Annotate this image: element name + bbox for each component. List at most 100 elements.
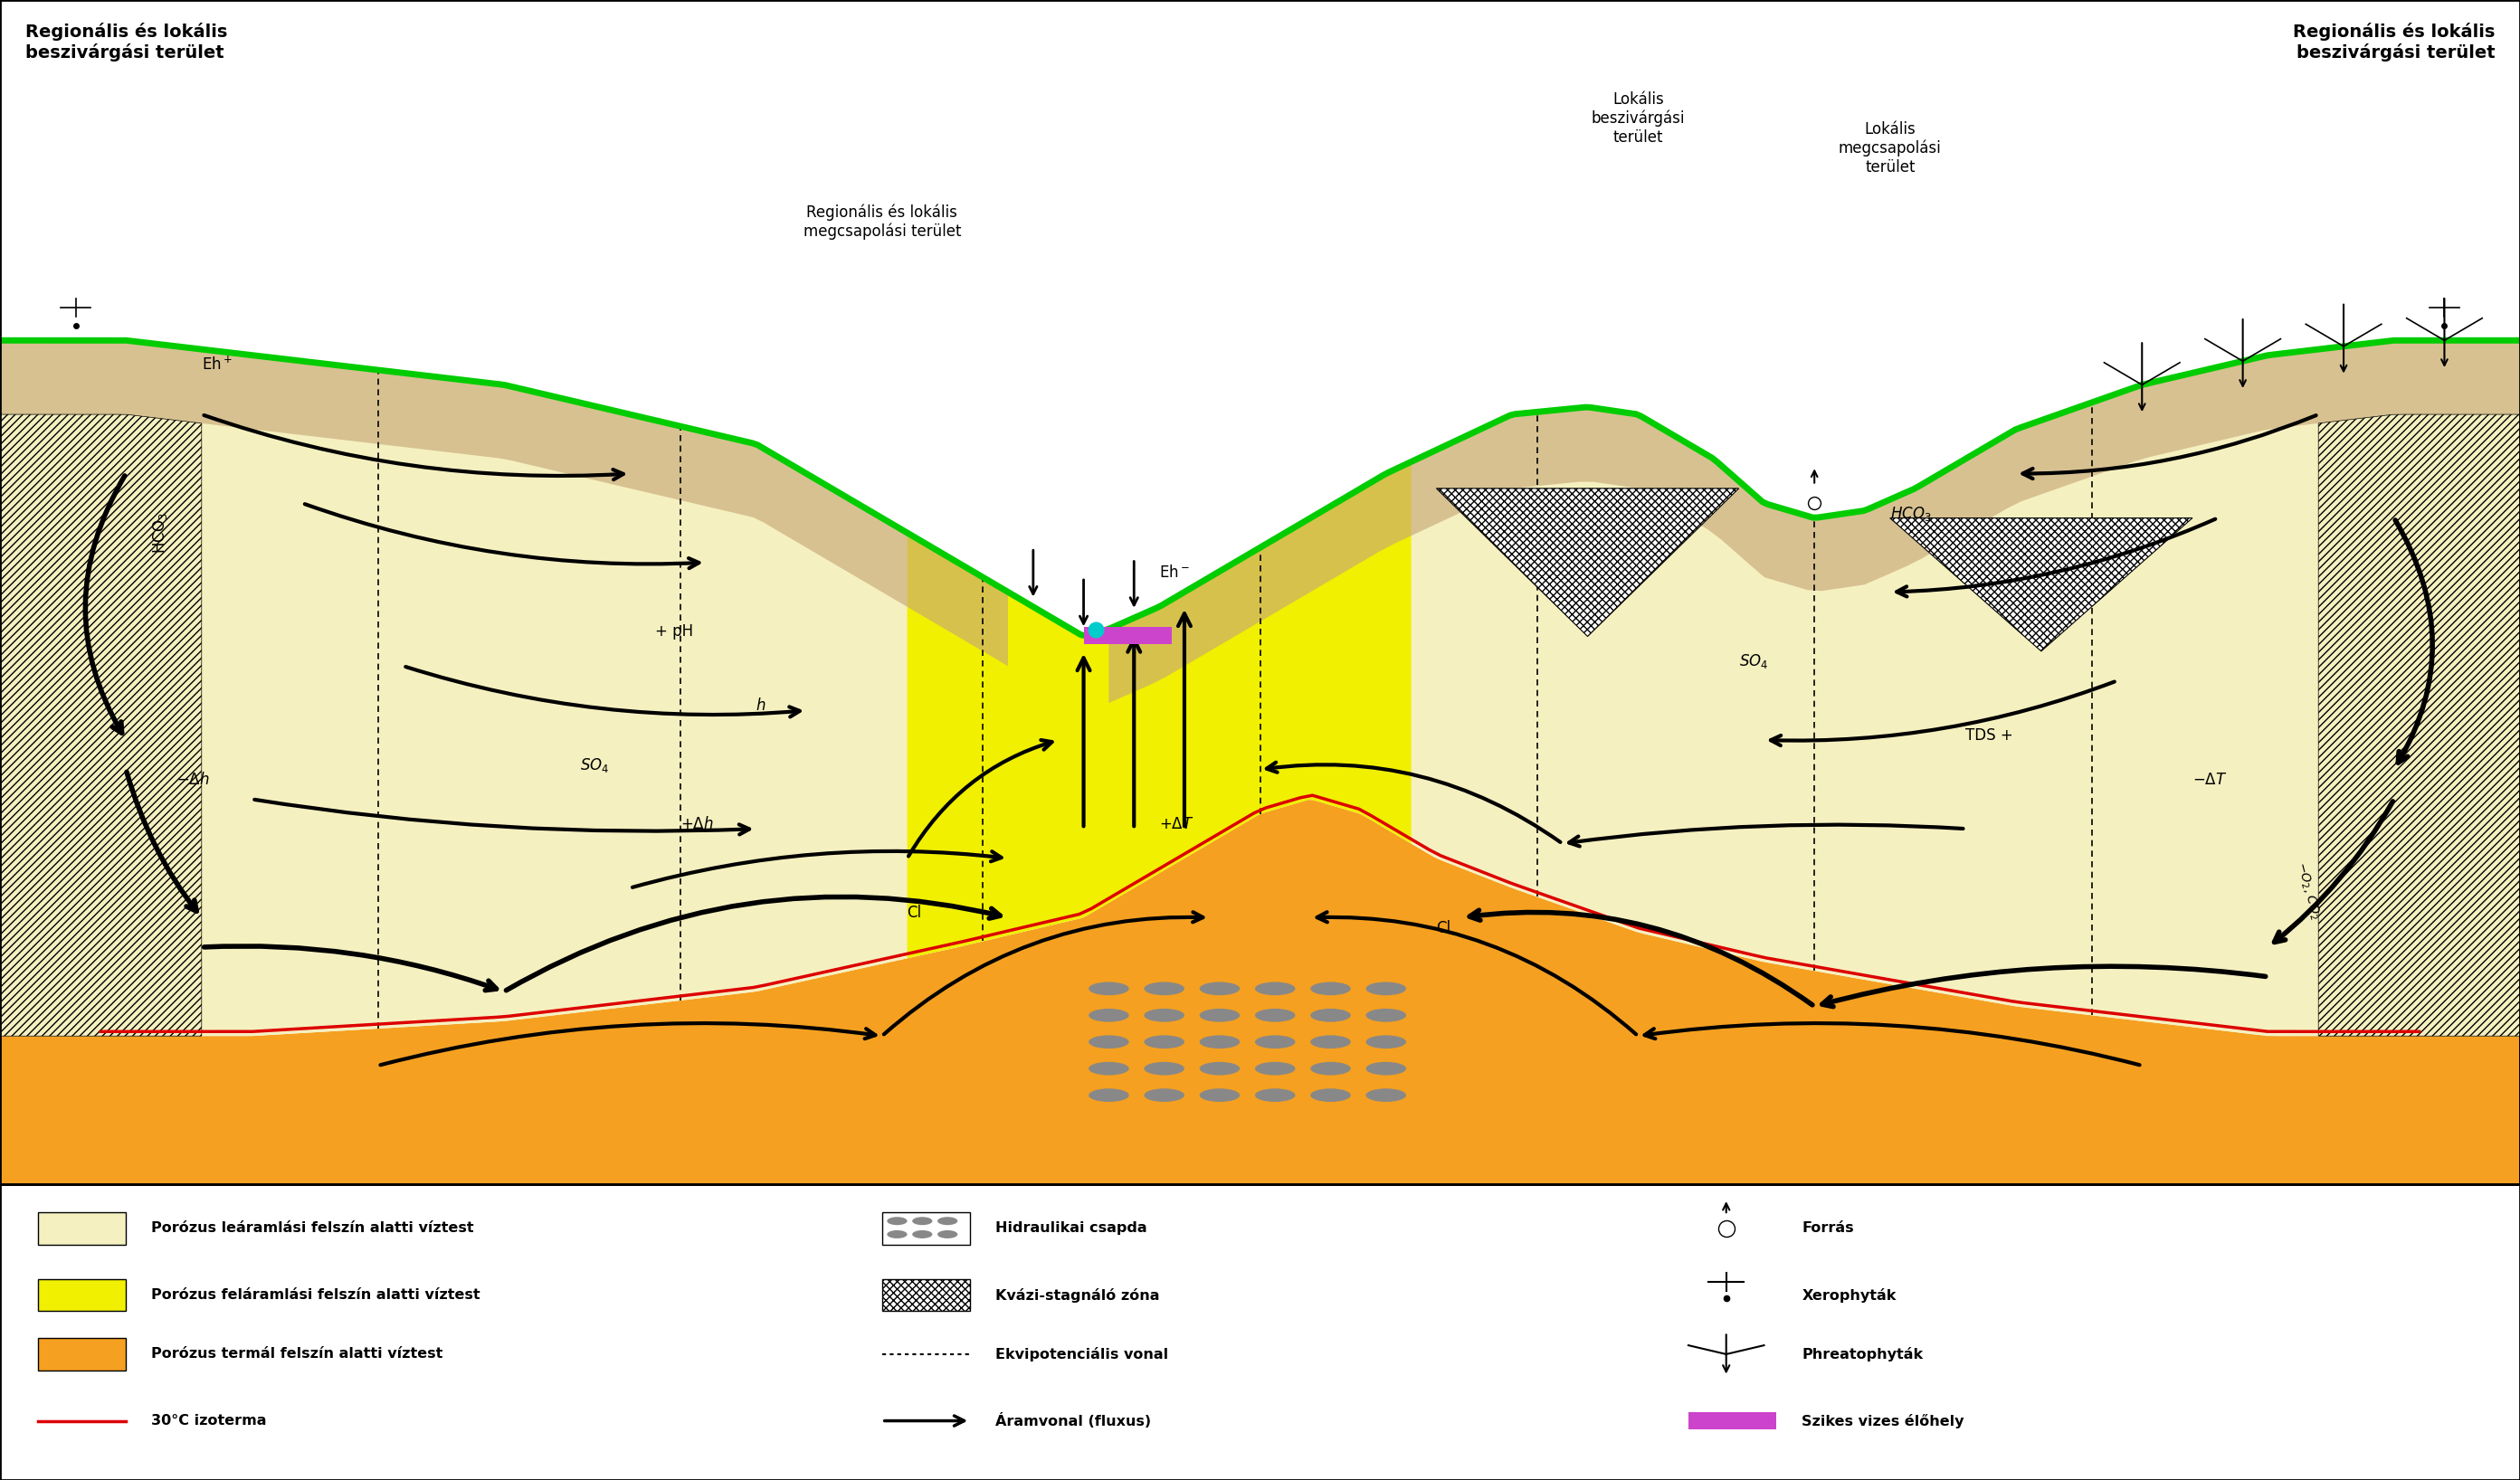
Polygon shape [0, 799, 2520, 1184]
Ellipse shape [1366, 1063, 1406, 1074]
FancyArrowPatch shape [1898, 519, 2215, 596]
Ellipse shape [1366, 983, 1406, 995]
FancyArrowPatch shape [1772, 682, 2114, 746]
Bar [1084, 628, 1172, 645]
FancyArrowPatch shape [633, 851, 1000, 888]
FancyArrowPatch shape [2397, 519, 2432, 762]
Text: $-\Delta T$: $-\Delta T$ [2192, 771, 2228, 787]
Ellipse shape [1255, 1036, 1295, 1048]
Ellipse shape [1089, 1009, 1129, 1023]
Ellipse shape [1089, 1063, 1129, 1074]
Text: Phreatophyták: Phreatophyták [1802, 1347, 1923, 1362]
Text: Lokális
beszivárgási
terület: Lokális beszivárgási terület [1590, 92, 1686, 145]
Text: Kvázi-stagnáló zóna: Kvázi-stagnáló zóna [995, 1288, 1159, 1302]
Polygon shape [0, 414, 202, 1184]
Text: Xerophyták: Xerophyták [1802, 1288, 1895, 1302]
Text: $+\Delta h$: $+\Delta h$ [680, 815, 713, 832]
Text: $-O_2$, $CO_2$: $-O_2$, $CO_2$ [2293, 860, 2323, 922]
Ellipse shape [937, 1230, 958, 1239]
Text: Eh$^-$: Eh$^-$ [1159, 564, 1189, 580]
Text: Áramvonal (fluxus): Áramvonal (fluxus) [995, 1413, 1152, 1428]
Ellipse shape [1089, 1036, 1129, 1048]
FancyArrowPatch shape [1318, 912, 1635, 1035]
Text: HCO$_3$: HCO$_3$ [151, 512, 169, 554]
Ellipse shape [1310, 1009, 1351, 1023]
Text: Forrás: Forrás [1802, 1221, 1855, 1236]
Ellipse shape [887, 1230, 907, 1239]
Ellipse shape [1255, 1063, 1295, 1074]
Bar [38, 1338, 126, 1370]
Ellipse shape [912, 1230, 932, 1239]
Text: Porózus feláramlási felszín alatti víztest: Porózus feláramlási felszín alatti vízte… [151, 1288, 481, 1302]
Ellipse shape [1144, 1063, 1184, 1074]
Text: Porózus termál felszín alatti víztest: Porózus termál felszín alatti víztest [151, 1347, 444, 1362]
Bar [38, 1279, 126, 1311]
Polygon shape [1109, 340, 2520, 703]
Text: + pH: + pH [655, 623, 693, 639]
Text: TDS +: TDS + [1966, 727, 2013, 743]
Polygon shape [1436, 488, 1739, 636]
Ellipse shape [1200, 1036, 1240, 1048]
FancyArrowPatch shape [2276, 801, 2394, 943]
Bar [882, 1212, 970, 1245]
Ellipse shape [912, 1217, 932, 1225]
Bar [0, 0, 2520, 1184]
FancyArrowPatch shape [1646, 1023, 2139, 1066]
Text: Hidraulikai csapda: Hidraulikai csapda [995, 1221, 1147, 1236]
Polygon shape [1386, 340, 2520, 1036]
FancyArrowPatch shape [2024, 416, 2316, 478]
Text: Szikes vizes élőhely: Szikes vizes élőhely [1802, 1413, 1963, 1428]
FancyArrowPatch shape [204, 416, 622, 480]
Polygon shape [0, 340, 1084, 1036]
Ellipse shape [1200, 1089, 1240, 1101]
Bar [38, 1212, 126, 1245]
FancyArrowPatch shape [885, 912, 1202, 1035]
Ellipse shape [1366, 1009, 1406, 1023]
Ellipse shape [1144, 1089, 1184, 1101]
Text: h: h [756, 697, 766, 713]
Text: 30°C izoterma: 30°C izoterma [151, 1413, 267, 1428]
Ellipse shape [1366, 1089, 1406, 1101]
FancyArrowPatch shape [910, 740, 1051, 857]
Ellipse shape [1366, 1036, 1406, 1048]
FancyArrowPatch shape [381, 1023, 874, 1066]
Text: Regionális és lokális
megcsapolási terület: Regionális és lokális megcsapolási terül… [804, 204, 960, 240]
FancyArrowPatch shape [305, 505, 698, 568]
Text: Porózus leáramlási felszín alatti víztest: Porózus leáramlási felszín alatti víztes… [151, 1221, 474, 1236]
Bar [1688, 1412, 1777, 1430]
Ellipse shape [1310, 1063, 1351, 1074]
Ellipse shape [1089, 983, 1129, 995]
FancyArrowPatch shape [126, 773, 197, 912]
Text: Ekvipotenciális vonal: Ekvipotenciális vonal [995, 1347, 1169, 1362]
Ellipse shape [1255, 983, 1295, 995]
Text: Cl: Cl [907, 904, 922, 921]
Polygon shape [2318, 414, 2520, 1184]
Polygon shape [1890, 518, 2192, 651]
FancyArrowPatch shape [406, 667, 799, 716]
FancyArrowPatch shape [1822, 966, 2265, 1006]
FancyArrowPatch shape [204, 946, 496, 990]
Ellipse shape [887, 1217, 907, 1225]
Text: $HCO_3$: $HCO_3$ [1890, 505, 1930, 522]
Ellipse shape [1255, 1009, 1295, 1023]
FancyArrowPatch shape [1268, 762, 1560, 842]
Ellipse shape [1200, 1063, 1240, 1074]
Text: $+\Delta T$: $+\Delta T$ [1159, 815, 1194, 832]
Ellipse shape [1200, 983, 1240, 995]
Text: Regionális és lokális
beszivárgási terület: Regionális és lokális beszivárgási terül… [25, 22, 227, 61]
FancyArrowPatch shape [1570, 824, 1963, 847]
Polygon shape [907, 462, 1411, 959]
Ellipse shape [1310, 1089, 1351, 1101]
Text: $SO_4$: $SO_4$ [1739, 653, 1769, 670]
Ellipse shape [1089, 1089, 1129, 1101]
Bar [0, 1184, 2520, 1480]
Text: Cl: Cl [1436, 919, 1452, 935]
Ellipse shape [1144, 1009, 1184, 1023]
Text: Regionális és lokális
beszivárgási terület: Regionális és lokális beszivárgási terül… [2293, 22, 2495, 61]
Polygon shape [0, 340, 1008, 666]
Ellipse shape [1255, 1089, 1295, 1101]
Ellipse shape [1200, 1009, 1240, 1023]
Ellipse shape [1144, 983, 1184, 995]
Ellipse shape [1144, 1036, 1184, 1048]
Text: $-\Delta h$: $-\Delta h$ [176, 771, 209, 787]
